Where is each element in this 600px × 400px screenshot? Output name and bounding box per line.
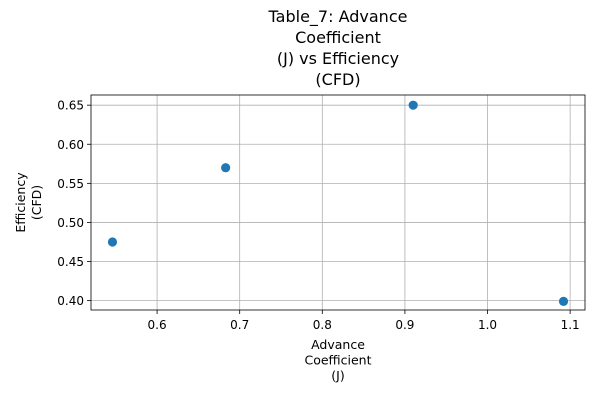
y-tick-label: 0.40	[57, 294, 84, 308]
chart-title-line: (CFD)	[315, 70, 360, 89]
x-tick-label: 0.7	[230, 318, 249, 332]
y-tick-label: 0.65	[57, 99, 84, 113]
grid	[91, 95, 585, 310]
y-tick-label: 0.60	[57, 138, 84, 152]
chart-title-line: Table_7: Advance	[268, 7, 408, 27]
y-tick-label: 0.50	[57, 216, 84, 230]
data-point	[221, 163, 231, 173]
data-point	[408, 100, 418, 110]
x-tick-label: 0.6	[148, 318, 167, 332]
y-axis-label: Efficiency (CFD)	[13, 172, 44, 233]
y-axis-label-line: Efficiency	[13, 172, 28, 233]
y-axis-ticks: 0.40 0.45 0.50 0.55 0.60 0.65	[57, 99, 91, 308]
data-points	[107, 100, 569, 306]
y-tick-label: 0.45	[57, 255, 84, 269]
x-tick-label: 1.0	[478, 318, 497, 332]
plot-area-frame	[90, 94, 586, 311]
chart-title-line: (J) vs Efficiency	[277, 49, 399, 68]
x-tick-label: 1.1	[561, 318, 580, 332]
x-axis-label-line: Advance	[311, 337, 365, 352]
y-tick-label: 0.55	[57, 177, 84, 191]
x-axis-label-line: (J)	[331, 368, 344, 383]
x-axis-ticks: 0.6 0.7 0.8 0.9 1.0 1.1	[148, 310, 580, 332]
y-axis-label-line: (CFD)	[29, 185, 44, 220]
x-tick-label: 0.8	[313, 318, 332, 332]
x-tick-label: 0.9	[395, 318, 414, 332]
data-point	[107, 237, 118, 247]
chart-title-line: Coefficient	[295, 28, 381, 47]
data-point	[558, 296, 569, 306]
x-axis-label-line: Coefficient	[304, 353, 371, 368]
